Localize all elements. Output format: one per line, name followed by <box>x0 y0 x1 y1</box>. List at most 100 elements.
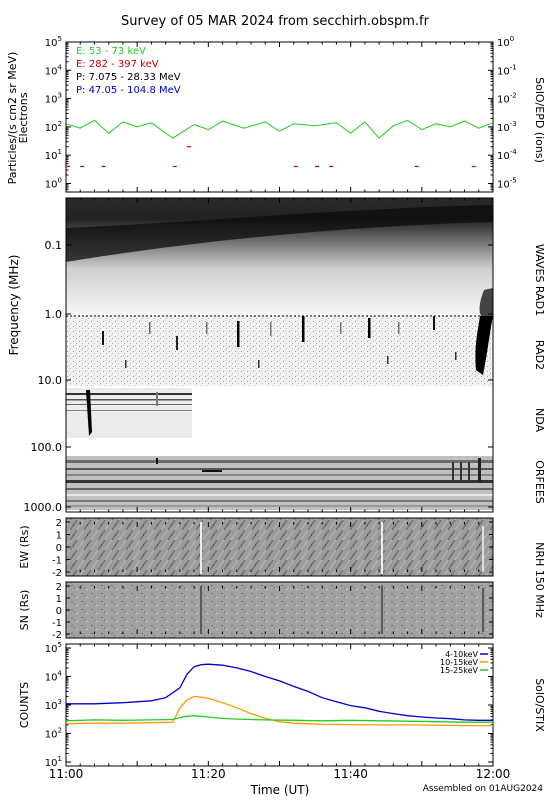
nrh-ew-y-ticks: 2 10 -1-2 <box>52 518 493 579</box>
nrh-y-tick-label: -2 <box>52 630 62 641</box>
time-tick-label: 11:00 <box>49 767 84 781</box>
stix-ylabel-right: SolO/STIX <box>533 678 546 732</box>
stix-y-tick-label: 103 <box>45 698 62 712</box>
particles-y-tick-label: 100 <box>45 176 62 190</box>
time-tick-label: 11:20 <box>191 767 226 781</box>
particles-y-tick-label: 101 <box>45 148 62 162</box>
radio-panel: 0.1 1.0 10.0 100.0 1000.0 Frequency (MHz) WA… <box>7 197 546 514</box>
instrument-nrh: NRH 150 MHz <box>533 542 546 618</box>
particles-legend-item: P: 47.05 - 104.8 MeV <box>76 85 181 96</box>
assembled-footer: Assembled on 01AUG2024 <box>423 784 544 794</box>
figure-title: Survey of 05 MAR 2024 from secchirh.obsp… <box>121 14 430 29</box>
stix-series-line <box>65 715 493 723</box>
stix-ylabel: COUNTS <box>18 682 31 728</box>
particles-y-tick-label: 105 <box>45 35 62 49</box>
time-axis-label: Time (UT) <box>250 783 310 797</box>
stix-series-line <box>65 695 493 727</box>
instrument-nda: NDA <box>533 408 546 433</box>
particles-x-ticks <box>65 42 494 192</box>
nrh-y-tick-label: 2 <box>56 518 62 529</box>
time-tick-label: 12:00 <box>476 767 511 781</box>
nrh-y-tick-label: -1 <box>52 556 62 567</box>
rad2-bursts <box>102 288 493 375</box>
stix-y-tick-label: 102 <box>45 727 62 741</box>
waves-dark-band <box>66 205 493 262</box>
stix-y-ticks: 101 102 103 104 105 <box>45 641 493 769</box>
nrh-ew-burst-2 <box>381 522 383 574</box>
nrh-sn-image <box>66 582 493 638</box>
particles-legend: E: 53 - 73 keV E: 282 - 397 keV P: 7.075 -… <box>76 46 181 96</box>
stix-legend-label: 10-15keV <box>440 658 479 667</box>
radio-x-ticks <box>65 198 494 512</box>
nrh-sn-y-ticks: 210-1-2 <box>52 582 493 641</box>
stix-y-tick-label: 105 <box>45 641 62 655</box>
radio-y-tick-label: 1000.0 <box>24 501 63 514</box>
particles-ylabel-electrons: Electrons <box>17 92 30 143</box>
nda-spectrogram <box>66 388 192 438</box>
nrh-ew-ylabel: EW (Rs) <box>18 525 31 568</box>
particles-y-tick-label-right: 10-1 <box>497 63 517 77</box>
nrh-sn-burst-1 <box>200 586 202 634</box>
time-tick-label: 11:40 <box>333 767 368 781</box>
particles-y-tick-label-right: 10-5 <box>497 176 517 190</box>
particles-y-ticks-right: 10-5 10-4 10-3 10-2 10-1 100 <box>488 35 517 193</box>
stix-frame <box>65 643 494 767</box>
particles-series-line <box>65 119 494 139</box>
particles-y-tick-label-right: 10-4 <box>497 148 517 162</box>
particles-y-tick-label: 103 <box>45 92 62 106</box>
stix-series <box>65 663 493 727</box>
nrh-y-tick-label: -2 <box>52 568 62 579</box>
instrument-rad2: RAD2 <box>533 340 546 370</box>
particles-legend-item: E: 282 - 397 keV <box>76 59 159 70</box>
instrument-waves-rad1: WAVES RAD1 <box>533 244 546 316</box>
radio-y-tick-label: 100.0 <box>31 441 63 454</box>
stix-series-line <box>66 663 493 721</box>
time-tick-labels: 11:00 11:20 11:40 12:00 <box>49 767 511 781</box>
nrh-y-tick-label: 1 <box>56 531 62 542</box>
nrh-ew-image <box>66 518 493 576</box>
stix-x-ticks <box>65 644 494 766</box>
particles-y-ticks: 100 101 102 103 104 105 <box>45 35 71 193</box>
nrh-ew-x-ticks <box>65 522 494 572</box>
nrh-y-tick-label: 1 <box>56 594 62 605</box>
nrh-y-tick-label: -1 <box>52 618 62 629</box>
nda-lines <box>66 390 192 436</box>
stix-y-tick-label: 101 <box>45 755 62 769</box>
nrh-ew-burst-3 <box>482 526 484 572</box>
stix-legend-label: 15-25keV <box>440 666 479 675</box>
nrh-y-tick-label: 2 <box>56 582 62 593</box>
nrh-y-tick-label: 0 <box>56 543 62 554</box>
nrh-ew-panel: 210-1-2 EW (Rs) NRH 150 MHz <box>18 517 546 618</box>
radio-y-tick-label: 1.0 <box>45 308 63 321</box>
particles-y-tick-label-right: 10-3 <box>497 120 517 134</box>
instrument-orfees: ORFEES <box>533 460 546 504</box>
particles-y-tick-label: 104 <box>45 63 63 77</box>
nrh-sn-x-ticks <box>65 586 494 634</box>
particles-legend-item: E: 53 - 73 keV <box>76 46 146 57</box>
particles-y-tick-label: 102 <box>45 120 62 134</box>
stix-legend-label: 4-10keV <box>445 650 478 659</box>
particles-ylabel-right: SolO/EPD (ions) <box>533 77 546 163</box>
particles-y-tick-label-right: 10-2 <box>497 92 517 106</box>
particles-ylabel: Particles/(s cm2 sr MeV) <box>6 52 19 185</box>
stix-y-tick-label: 104 <box>45 670 63 684</box>
radio-y-tick-label: 10.0 <box>38 374 63 387</box>
radio-y-ticks: 0.1 1.0 10.0 100.0 1000.0 <box>24 239 493 514</box>
nrh-y-tick-label: 0 <box>56 606 62 617</box>
nrh-sn-burst-2 <box>381 586 383 634</box>
rad2-spectrogram <box>66 316 493 386</box>
nrh-sn-ylabel: SN (Rs) <box>18 590 31 631</box>
orfees-lines <box>66 458 493 507</box>
radio-ylabel: Frequency (MHz) <box>7 255 21 356</box>
nrh-ew-burst-1 <box>200 522 202 574</box>
particles-series <box>65 119 494 168</box>
nrh-sn-panel: 210-1-2 SN (Rs) <box>18 581 494 641</box>
particles-legend-item: P: 7.075 - 28.33 MeV <box>76 72 181 83</box>
radio-y-tick-label: 0.1 <box>45 239 63 252</box>
nrh-sn-burst-3 <box>482 588 484 632</box>
particles-y-tick-label-right: 100 <box>497 35 514 49</box>
